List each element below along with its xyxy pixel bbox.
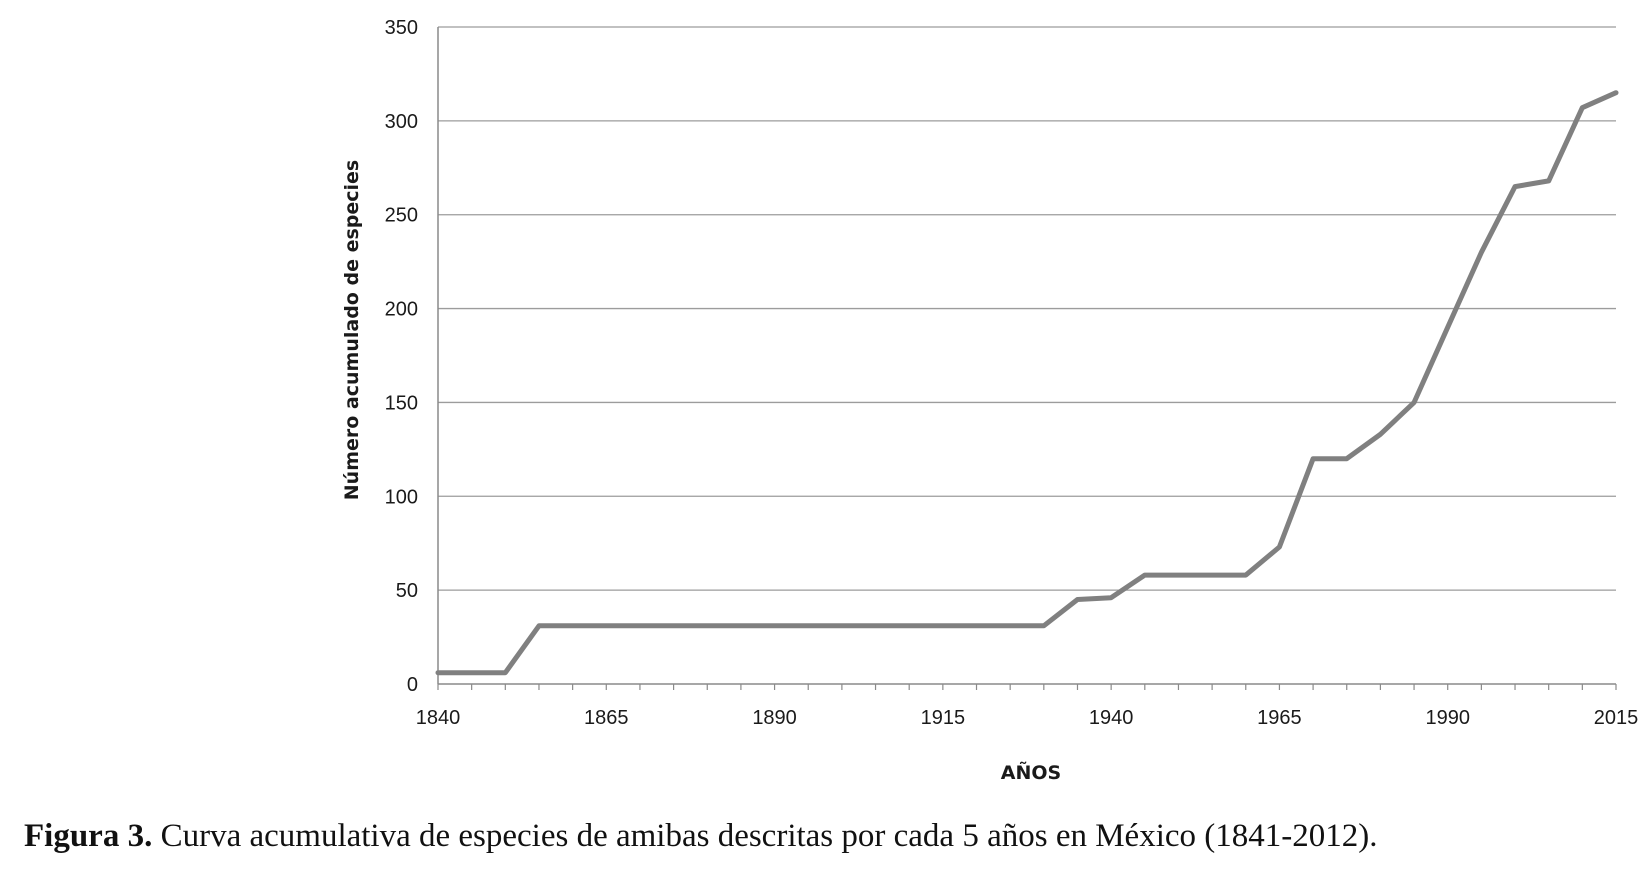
x-tick-label: 1940	[1089, 707, 1134, 729]
y-tick-label: 50	[396, 580, 418, 602]
figure-label: Figura 3.	[24, 818, 153, 854]
line-chart: 0 50 100 150 200 250 300 350 1840 1865 1890 1915 19…	[341, 17, 1639, 784]
x-axis: 1840 1865 1890 1915 1940 1965 1990 2015	[416, 683, 1639, 729]
series-line	[435, 90, 1619, 676]
x-tick-label: 2015	[1594, 707, 1639, 729]
x-tick-label: 1865	[584, 707, 629, 729]
y-tick-label: 250	[385, 205, 418, 227]
y-axis: 0 50 100 150 200 250 300 350	[385, 17, 439, 696]
y-axis-title: Número acumulado de especies	[341, 160, 363, 500]
series-group	[435, 90, 1619, 676]
y-tick-label: 300	[385, 111, 418, 133]
y-tick-label: 0	[407, 674, 418, 696]
gridlines	[438, 26, 1616, 591]
y-tick-label: 200	[385, 299, 418, 321]
x-tick-label: 1990	[1425, 707, 1470, 729]
x-tick-label: 1915	[921, 707, 966, 729]
y-tick-label: 150	[385, 392, 418, 414]
figure-caption-text: Curva acumulativa de especies de amibas …	[152, 818, 1378, 854]
y-tick-label: 350	[385, 17, 418, 39]
figure-caption: Figura 3. Curva acumulativa de especies …	[24, 818, 1624, 855]
x-tick-label: 1890	[752, 707, 797, 729]
x-tick-label: 1965	[1257, 707, 1302, 729]
x-tick-label: 1840	[416, 707, 461, 729]
x-axis-title: AÑOS	[1001, 760, 1061, 784]
y-tick-label: 100	[385, 486, 418, 508]
